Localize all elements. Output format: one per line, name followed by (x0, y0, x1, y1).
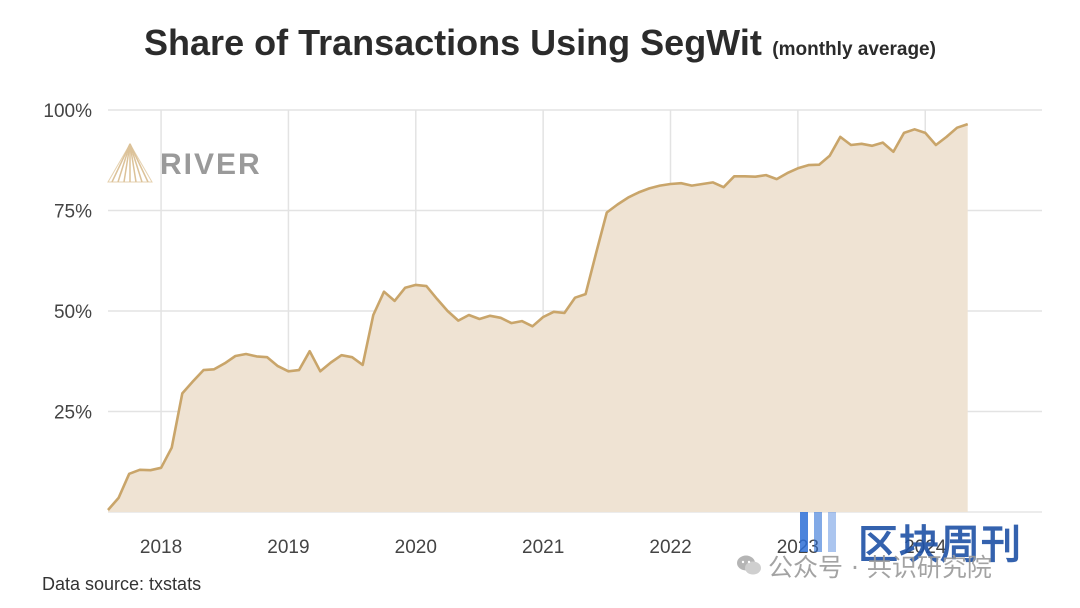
chart-title: Share of Transactions Using SegWit (144, 22, 762, 63)
y-tick-label: 50% (54, 302, 92, 323)
x-tick-label: 2020 (395, 537, 437, 558)
y-tick-label: 75% (54, 202, 92, 223)
watermark-logo-icon (800, 512, 848, 552)
river-logo: RIVER (107, 143, 262, 183)
data-source: Data source: txstats (42, 574, 202, 594)
wechat-icon (737, 555, 761, 575)
watermark-account: 公众号 · 共识研究院 (768, 553, 992, 582)
watermark-brand: 区块周刊 (858, 522, 1022, 568)
x-tick-label: 2021 (522, 537, 564, 558)
chart-subtitle: (monthly average) (772, 39, 936, 60)
x-tick-label: 2019 (267, 537, 309, 558)
axis-layer: 25% 50% 75% 100% 2018 2019 2020 2021 2022 2023 202… (43, 101, 946, 558)
river-logo-text: RIVER (160, 148, 262, 181)
y-tick-label: 100% (43, 101, 92, 122)
x-tick-label: 2018 (140, 537, 182, 558)
area-layer (107, 122, 969, 512)
x-tick-label: 2022 (649, 537, 691, 558)
river-logo-mark-icon (107, 143, 153, 183)
x-tick-label: 2024 (904, 537, 947, 558)
chart-title-row: Share of Transactions Using SegWit (mont… (0, 22, 1080, 64)
segwit-area-fill (108, 124, 968, 512)
y-tick-label: 25% (54, 403, 92, 424)
segwit-series-line (107, 122, 969, 511)
x-tick-label: 2023 (777, 537, 819, 558)
